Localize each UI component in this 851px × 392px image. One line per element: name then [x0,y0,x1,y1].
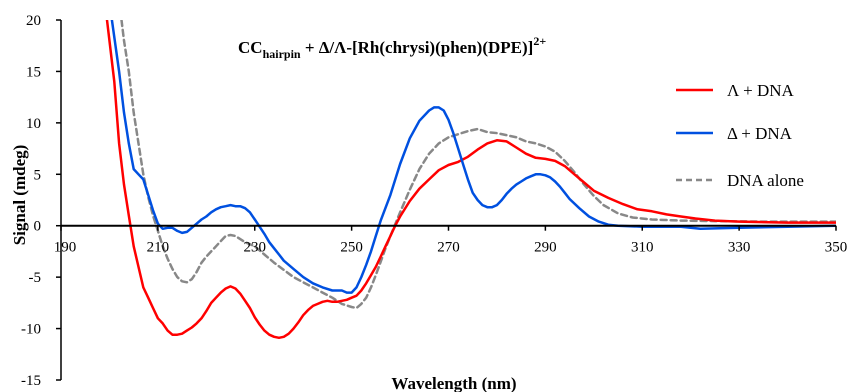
x-tick-label: 310 [631,240,654,256]
x-tick-label: 190 [54,240,77,256]
x-axis-title: Wavelength (nm) [391,374,516,392]
x-tick-label: 290 [534,240,557,256]
y-tick-label: 20 [26,13,41,29]
series-line [120,20,836,310]
x-tick-label: 350 [825,240,848,256]
series-line [105,20,836,340]
x-tick-label: 250 [340,240,363,256]
y-tick-label: 10 [26,116,41,132]
x-tick-label: 230 [244,240,267,256]
chart-title-main: CC [238,38,263,57]
x-tick-label: 330 [728,240,751,256]
chart-title-superscript: 2+ [533,34,546,48]
y-tick-label: -15 [21,373,41,389]
series-layer [105,20,836,340]
x-tick-label: 270 [437,240,460,256]
legend-label: DNA alone [727,171,804,190]
y-tick-label: -10 [21,322,41,338]
chart-title-subscript: hairpin [263,47,301,61]
legend-label: Λ + DNA [727,81,795,100]
legend: Λ + DNA Δ + DNA DNA alone [676,81,804,190]
x-axis-ticks: 190 210 230 250 270 290 310 330 350 [54,225,848,256]
y-tick-label: 15 [26,64,41,80]
y-axis-title: Signal (mdeg) [10,145,29,246]
chart-title: CChairpin + Δ/Λ-[Rh(chrysi)(phen)(DPE)]2… [238,34,546,61]
legend-label: Δ + DNA [727,124,793,143]
y-tick-label: 5 [34,167,42,183]
y-axis-ticks: 20 15 10 5 0 -5 -10 -15 [21,13,61,389]
chart-title-rest: + Δ/Λ-[Rh(chrysi)(phen)(DPE)] [301,38,534,57]
x-tick-label: 210 [147,240,170,256]
y-tick-label: -5 [29,270,42,286]
series-line [110,20,836,294]
y-tick-label: 0 [34,219,42,235]
